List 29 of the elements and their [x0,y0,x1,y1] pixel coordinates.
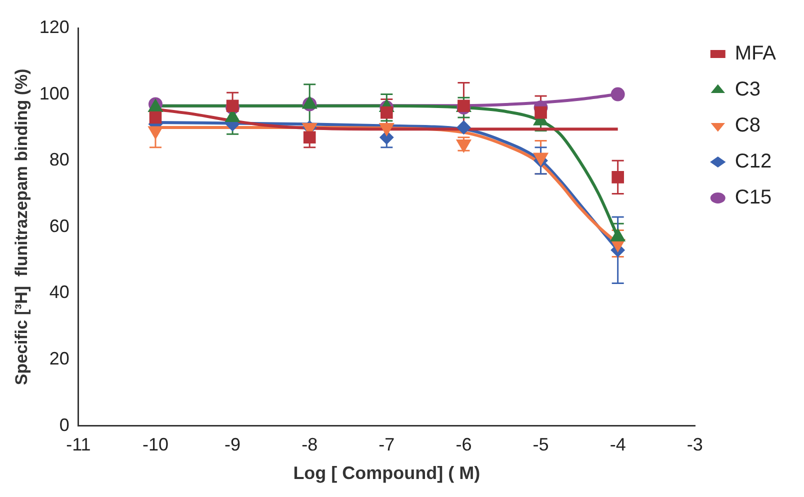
point [380,106,393,119]
x-tick-label: -7 [378,434,395,455]
x-tick-label: -10 [142,434,168,455]
legend-label: MFA [734,42,777,65]
x-tick-label: -5 [532,434,549,455]
point [149,111,162,124]
y-tick-label: 100 [39,83,70,104]
y-tick-label: 20 [49,348,70,368]
x-tick-label: -8 [302,434,318,455]
x-tick-label: -6 [456,434,472,455]
y-tick-label: 80 [49,150,70,170]
y-tick-label: 60 [49,216,70,236]
y-axis-title: Specific [³H] flunitrazepam binding (%) [12,68,31,386]
point [226,100,239,112]
x-axis-title: Log [ Compound] ( M) [293,463,480,484]
legend-label: C8 [734,114,760,137]
point [610,87,625,102]
x-tick-label: -11 [66,434,91,455]
point [612,171,624,184]
legend-label: C3 [734,78,760,101]
y-tick-label: 120 [39,16,70,37]
y-tick-label: 40 [49,282,70,302]
point [456,120,471,134]
x-tick-label: -3 [686,434,703,455]
legend-label: C12 [734,150,772,173]
x-tick-label: -9 [224,434,241,455]
x-tick-label: -4 [610,434,626,455]
y-tick-label: 0 [59,414,70,435]
legend-label: C15 [734,186,772,209]
